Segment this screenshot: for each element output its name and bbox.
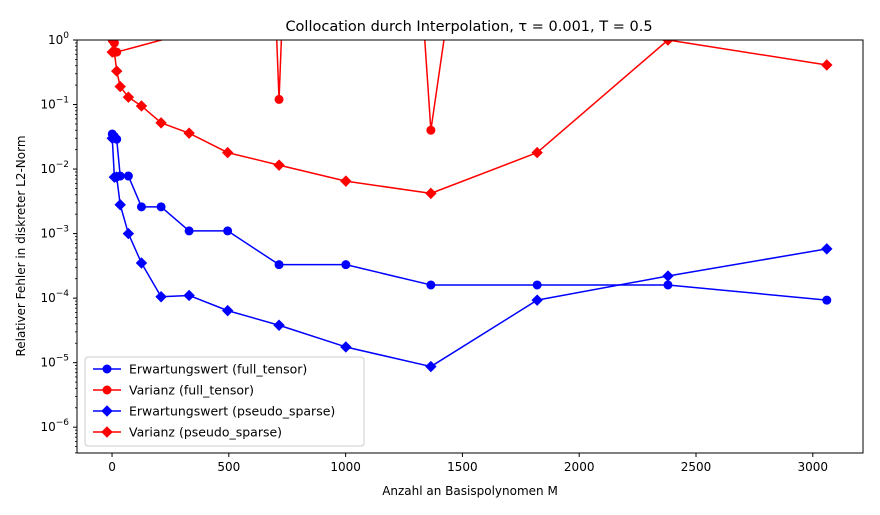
y-tick-label: 10−1 xyxy=(40,96,69,112)
y-tick-label: 100 xyxy=(48,31,69,47)
data-point xyxy=(155,291,167,303)
data-point xyxy=(111,65,123,77)
y-tick-label: 10−2 xyxy=(40,160,69,176)
data-point xyxy=(662,40,674,46)
data-point xyxy=(821,59,833,71)
legend-marker xyxy=(101,405,113,417)
data-point xyxy=(822,295,832,305)
legend-marker xyxy=(101,426,113,438)
legend-label: Erwartungswert (pseudo_sparse) xyxy=(129,404,335,419)
data-point xyxy=(156,202,166,212)
legend-item: Erwartungswert (full_tensor) xyxy=(93,362,307,377)
data-point xyxy=(425,187,437,200)
data-point xyxy=(122,91,135,103)
data-point xyxy=(111,171,123,183)
y-tick-label: 10−4 xyxy=(40,289,69,305)
data-point xyxy=(273,319,285,331)
data-point xyxy=(821,243,833,255)
data-point xyxy=(123,171,133,181)
plot-area xyxy=(76,39,864,454)
data-point xyxy=(426,125,436,135)
x-tick-label: 1500 xyxy=(447,460,478,474)
x-tick-label: 2000 xyxy=(564,460,595,474)
data-point xyxy=(340,175,352,187)
data-point xyxy=(135,100,148,112)
data-point xyxy=(122,227,135,240)
x-tick-label: 1000 xyxy=(330,460,361,474)
data-point xyxy=(221,146,234,159)
legend-label: Erwartungswert (full_tensor) xyxy=(129,362,307,377)
series-4 xyxy=(106,40,833,200)
data-point xyxy=(663,280,673,290)
data-point xyxy=(114,80,126,93)
x-tick-label: 3000 xyxy=(798,460,829,474)
x-axis: 0 500 1000 1500 2000 2500 3000 xyxy=(108,453,828,474)
data-point xyxy=(108,46,121,58)
x-tick-label: 2500 xyxy=(681,460,712,474)
data-point xyxy=(106,132,118,144)
data-point xyxy=(531,146,543,159)
legend-marker xyxy=(102,385,112,395)
y-axis: 10−6 10−5 10−4 10−3 10−2 10−1 100 xyxy=(40,31,77,454)
data-point xyxy=(340,341,352,353)
x-tick-label: 500 xyxy=(217,460,240,474)
series-2 xyxy=(107,40,445,135)
data-point xyxy=(662,270,674,282)
data-point xyxy=(274,260,284,270)
data-point xyxy=(183,289,195,302)
y-tick-label: 10−3 xyxy=(40,225,69,241)
x-tick-label: 0 xyxy=(108,460,116,474)
data-point xyxy=(114,199,126,211)
legend-item: Varianz (full_tensor) xyxy=(93,383,254,398)
data-point xyxy=(155,117,167,129)
legend-item: Varianz (pseudo_sparse) xyxy=(93,425,282,440)
data-point xyxy=(531,294,543,306)
data-point xyxy=(183,127,195,139)
data-point xyxy=(223,226,233,236)
data-point xyxy=(184,226,194,236)
axes-frame xyxy=(76,39,864,454)
data-point xyxy=(426,280,436,290)
chart-title: Collocation durch Interpolation, τ = 0.0… xyxy=(285,19,652,35)
series-layer xyxy=(106,40,833,373)
title-text: Collocation durch Interpolation, τ = 0.0… xyxy=(285,19,652,35)
x-axis-label: Anzahl an Basispolynomen M xyxy=(382,484,558,498)
y-axis-label: Relativer Fehler in diskreter L2-Norm xyxy=(14,135,28,356)
data-point xyxy=(273,159,285,171)
legend-label: Varianz (full_tensor) xyxy=(129,383,254,398)
legend-marker xyxy=(102,364,112,374)
data-point xyxy=(425,360,437,373)
data-point xyxy=(221,304,234,317)
legend: Erwartungswert (full_tensor) Varianz (ful… xyxy=(84,356,365,447)
data-point xyxy=(274,94,284,104)
y-tick-label: 10−6 xyxy=(40,418,69,434)
series-3 xyxy=(106,132,833,373)
legend-label: Varianz (pseudo_sparse) xyxy=(129,425,282,440)
legend-item: Erwartungswert (pseudo_sparse) xyxy=(93,404,335,419)
data-point xyxy=(135,257,148,269)
data-point xyxy=(532,280,542,290)
data-point xyxy=(341,260,351,270)
data-point xyxy=(136,202,146,212)
y-tick-label: 10−5 xyxy=(40,354,69,370)
legend-frame xyxy=(84,356,365,447)
